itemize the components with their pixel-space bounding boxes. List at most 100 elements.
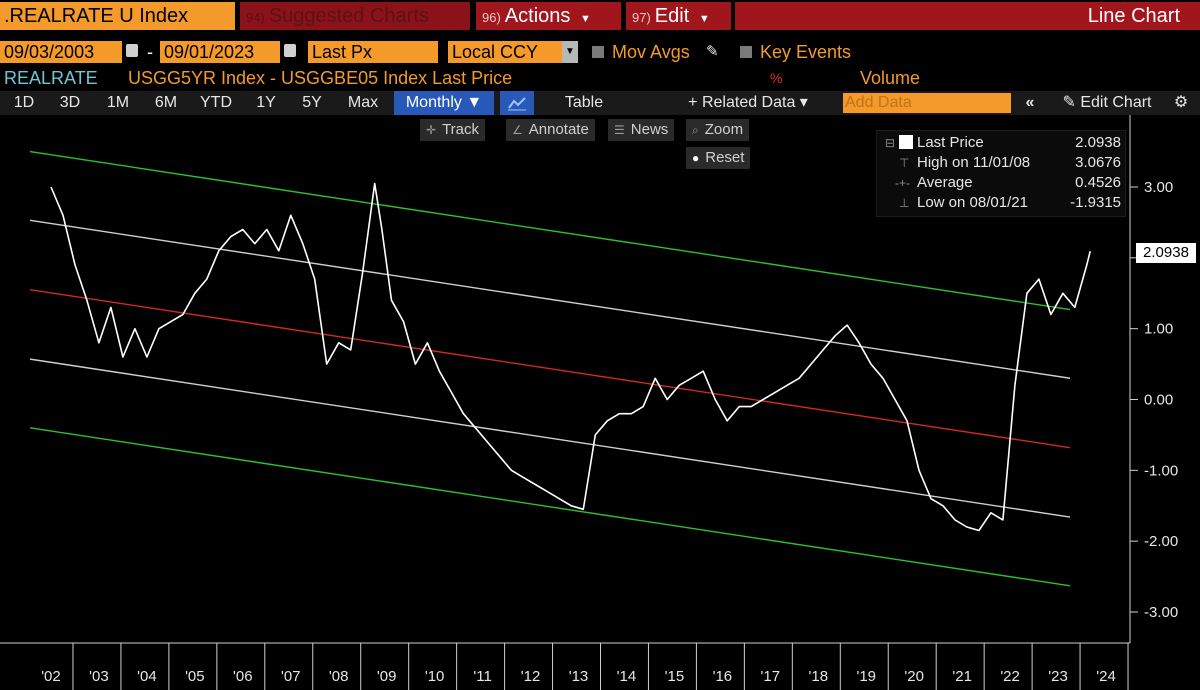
track-button[interactable]: ✛ Track bbox=[420, 119, 486, 141]
date-range-dash: - bbox=[147, 42, 153, 62]
tab-1d[interactable]: 1D bbox=[13, 94, 35, 111]
center-trend-line bbox=[29, 289, 1071, 449]
chevron-down-icon: ▼ bbox=[579, 13, 591, 25]
upper-inner-band bbox=[29, 219, 1071, 379]
y-tick-label: 1.00 bbox=[1144, 321, 1173, 338]
legend-row: REALRATE USGG5YR Index - USGGBE05 Index … bbox=[0, 66, 1200, 90]
low-label: Low on 08/01/21 bbox=[917, 194, 1028, 211]
chart-type-title-bar: Line Chart bbox=[735, 2, 1200, 30]
annotate-icon: ∠ bbox=[512, 123, 523, 137]
y-tick-label: -3.00 bbox=[1144, 604, 1178, 621]
related-data-button[interactable]: + Related Data ▾ bbox=[688, 94, 808, 111]
price-series-line bbox=[50, 182, 1091, 532]
gear-icon[interactable]: ⚙ bbox=[1173, 94, 1189, 111]
calendar-icon[interactable] bbox=[284, 44, 296, 57]
menu-label: Suggested Charts bbox=[268, 5, 429, 27]
x-tick-label: '16 bbox=[713, 668, 733, 685]
stat-high: ⊤ High on 11/01/08 3.0676 bbox=[877, 153, 1127, 173]
x-tick-label: '10 bbox=[425, 668, 445, 685]
menu-number: 94) bbox=[246, 10, 265, 25]
key-events-checkbox[interactable] bbox=[740, 46, 752, 58]
pencil-icon: ✎ bbox=[1062, 94, 1081, 111]
period-toolbar: 1D 3D 1M 6M YTD 1Y 5Y Max Monthly ▼ Tabl… bbox=[0, 91, 1200, 115]
reset-label: Reset bbox=[705, 149, 745, 166]
date-controls: 09/03/2003 - 09/01/2023 Last Px Local CC… bbox=[0, 40, 1200, 64]
reset-button[interactable]: ● Reset bbox=[686, 147, 751, 169]
tab-6m[interactable]: 6M bbox=[154, 94, 178, 111]
last-price-tag: 2.0938 bbox=[1136, 243, 1196, 263]
x-tick-label: '19 bbox=[856, 668, 876, 685]
low-marker-icon: ⊥ bbox=[899, 196, 910, 210]
crosshair-icon: ✛ bbox=[426, 123, 437, 137]
tab-1m[interactable]: 1M bbox=[106, 94, 130, 111]
y-tick-label: -1.00 bbox=[1144, 462, 1178, 479]
frequency-dropdown[interactable]: Monthly ▼ bbox=[394, 91, 494, 115]
x-tick-label: '07 bbox=[281, 668, 301, 685]
actions-menu[interactable]: 96) Actions ▼ bbox=[476, 2, 621, 30]
tab-5y[interactable]: 5Y bbox=[302, 94, 322, 111]
x-tick-label: '02 bbox=[41, 668, 61, 685]
x-tick-label: '17 bbox=[761, 668, 781, 685]
key-events-label: Key Events bbox=[760, 42, 852, 62]
high-value: 3.0676 bbox=[1075, 154, 1121, 171]
line-chart-icon[interactable] bbox=[500, 91, 534, 115]
x-tick-label: '13 bbox=[569, 668, 589, 685]
tab-3d[interactable]: 3D bbox=[59, 94, 81, 111]
zoom-button[interactable]: ⌕ Zoom bbox=[686, 119, 750, 141]
upper-outer-band bbox=[29, 150, 1071, 311]
currency-selector[interactable]: Local CCY bbox=[448, 41, 562, 63]
stat-low: ⊥ Low on 08/01/21 -1.9315 bbox=[877, 193, 1127, 213]
field-selector[interactable]: Last Px bbox=[308, 41, 438, 63]
news-button[interactable]: ☰ News bbox=[608, 119, 675, 141]
x-tick-label: '23 bbox=[1048, 668, 1068, 685]
tab-ytd[interactable]: YTD bbox=[200, 94, 232, 111]
ticker-field[interactable]: .REALRATE U Index bbox=[0, 2, 235, 30]
news-icon: ☰ bbox=[614, 123, 625, 137]
edit-menu[interactable]: 97) Edit ▼ bbox=[626, 2, 731, 30]
last-price-label: Last Price bbox=[917, 134, 984, 151]
percent-label: % bbox=[770, 70, 783, 86]
x-tick-label: '09 bbox=[377, 668, 397, 685]
calendar-icon[interactable] bbox=[126, 44, 138, 57]
annotate-label: Annotate bbox=[528, 121, 589, 138]
lower-inner-band bbox=[29, 358, 1071, 518]
y-tick-label: -2.00 bbox=[1144, 533, 1178, 550]
x-tick-label: '11 bbox=[473, 668, 491, 685]
x-tick-label: '08 bbox=[329, 668, 349, 685]
series-swatch bbox=[899, 135, 913, 149]
menu-number: 96) bbox=[482, 10, 501, 25]
x-tick-label: '06 bbox=[233, 668, 253, 685]
collapse-icon[interactable]: « bbox=[1025, 94, 1035, 111]
last-price-value: 2.0938 bbox=[1075, 134, 1121, 151]
y-tick-label: 3.00 bbox=[1144, 179, 1173, 196]
x-tick-label: '20 bbox=[904, 668, 924, 685]
high-marker-icon: ⊤ bbox=[899, 156, 910, 170]
annotate-button[interactable]: ∠ Annotate bbox=[506, 119, 595, 141]
stat-average: -+- Average 0.4526 bbox=[877, 173, 1127, 193]
start-date-field[interactable]: 09/03/2003 bbox=[0, 41, 122, 63]
series-name: REALRATE bbox=[4, 68, 98, 88]
menu-label: Edit bbox=[654, 5, 690, 27]
mov-avgs-checkbox[interactable] bbox=[592, 46, 604, 58]
handle-icon: ⊟ bbox=[885, 136, 896, 150]
average-value: 0.4526 bbox=[1075, 174, 1121, 191]
menu-label: Actions bbox=[504, 5, 571, 27]
suggested-charts-menu[interactable]: 94) Suggested Charts bbox=[240, 2, 470, 30]
pencil-icon[interactable]: ✎ bbox=[706, 43, 719, 60]
tab-1y[interactable]: 1Y bbox=[256, 94, 276, 111]
x-tick-label: '03 bbox=[89, 668, 109, 685]
tab-max[interactable]: Max bbox=[347, 94, 379, 111]
end-date-field[interactable]: 09/01/2023 bbox=[160, 41, 280, 63]
table-button[interactable]: Table bbox=[564, 94, 604, 111]
header-bar: .REALRATE U Index 94) Suggested Charts 96… bbox=[0, 0, 1200, 32]
volume-label: Volume bbox=[860, 68, 921, 88]
x-tick-label: '04 bbox=[137, 668, 157, 685]
average-label: Average bbox=[917, 174, 973, 191]
magnifier-icon: ⌕ bbox=[692, 123, 699, 137]
add-data-input[interactable]: Add Data bbox=[843, 93, 1011, 113]
chevron-down-icon[interactable]: ▼ bbox=[562, 41, 578, 63]
trend-channel bbox=[29, 150, 1071, 587]
x-tick-label: '18 bbox=[809, 668, 829, 685]
mov-avgs-label: Mov Avgs bbox=[612, 42, 690, 62]
edit-chart-button[interactable]: ✎ Edit Chart bbox=[1048, 91, 1166, 115]
